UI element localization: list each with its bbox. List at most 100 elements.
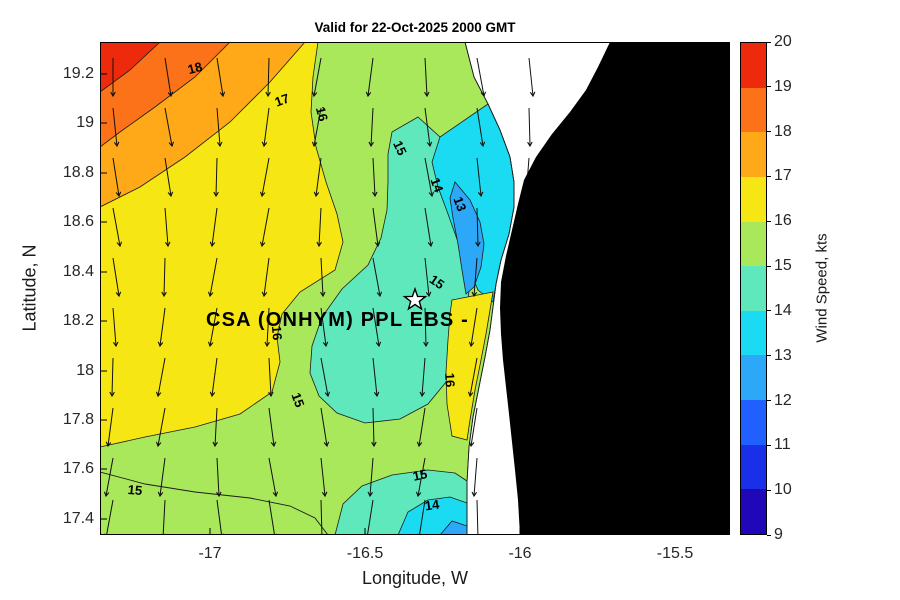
wind-arrow-icon [419,357,426,398]
wind-arrow-icon [320,307,329,348]
wind-arrow-icon [372,357,380,398]
wind-arrow-icon [476,107,486,148]
contour-label: 17 [273,90,292,109]
wind-arrow-icon [424,157,435,198]
contour-label: 14 [427,176,446,195]
colorbar-tick-label: 10 [774,481,792,499]
contour-label: 15 [288,391,307,410]
wind-arrow-icon [155,407,166,448]
wind-arrow-icon [416,499,426,535]
colorbar-tick-mark [767,400,771,402]
wind-arrow-icon [468,407,478,448]
land-mask [500,42,730,535]
y-tick-label: 18.4 [62,263,94,280]
wind-arrow-icon [157,457,166,498]
contour-region-12-13-kts-patch [449,181,485,295]
wind-arrow-icon [216,57,226,98]
y-tick-label: 17.4 [62,510,94,527]
y-tick-label: 18.8 [62,164,94,181]
colorbar-segment [741,176,766,222]
wind-arrow-icon [368,107,374,148]
wind-arrow-icon [365,57,374,98]
wind-arrow-icon [528,57,536,98]
wind-arrow-icon [164,107,175,148]
wind-arrow-icon [261,107,270,148]
wind-arrow-icon [112,107,120,148]
colorbar-tick-mark [767,444,771,446]
colorbar-tick-label: 14 [774,301,792,319]
wind-arrow-icon [216,107,223,148]
colorbar [740,42,767,535]
colorbar-tick-mark [767,489,771,491]
contour-label: 13 [450,195,469,214]
colorbar-tick-mark [767,310,771,312]
wind-arrow-icon [424,257,432,298]
colorbar-tick-mark [767,265,771,267]
wind-arrow-icon [415,457,426,498]
site-label: CSA (ONHYM) PPL EBS - [206,309,469,331]
colorbar-tick-mark [767,355,771,357]
wind-arrow-icon [313,157,322,198]
wind-arrow-icon [311,107,322,148]
colorbar-tick-label: 20 [774,33,792,50]
wind-arrow-icon [372,207,381,248]
axes-border [100,42,730,535]
wind-arrow-icon [320,407,330,448]
wind-arrow-icon [372,257,383,298]
wind-arrow-icon [527,107,533,148]
x-tick-label: -15.5 [656,545,694,562]
colorbar-segment [741,266,766,311]
wind-arrow-icon [416,407,426,448]
wind-arrow-icon [320,257,326,298]
colorbar-segment [741,43,766,88]
x-tick-label: -16.5 [346,545,384,562]
wind-arrow-icon [476,57,487,98]
wind-arrow-icon [372,307,382,348]
wind-arrow-icon [265,57,271,98]
wind-arrow-icon [367,457,374,498]
colorbar-segment [741,489,766,535]
wind-arrow-icon [475,499,481,535]
wind-arrow-icon [164,207,171,248]
wind-arrow-icon [424,107,433,148]
colorbar-tick-mark [767,220,771,222]
wind-arrow-icon [112,207,123,248]
wind-arrow-icon [471,457,478,498]
wind-arrow-icon [112,257,122,298]
wind-arrow-icon [105,407,114,448]
contour-region-16-17-kts-strip [445,291,494,441]
wind-arrow-icon [268,499,278,535]
wind-arrow-icon [424,207,434,248]
wind-arrow-icon [476,157,484,198]
colorbar-segment [741,355,766,401]
wind-arrow-icon [259,207,270,248]
wind-arrow-icon [468,307,478,348]
x-axis-label: Longitude, W [361,568,469,588]
colorbar-tick-label: 19 [774,77,792,95]
wind-arrow-icon [259,157,270,198]
colorbar-tick-mark [767,41,771,43]
wind-arrow-icon [164,157,174,198]
wind-arrow-icon [160,499,166,535]
contour-line-15-kts-southwest [100,471,329,535]
wind-arrow-icon [103,457,114,498]
wind-arrow-icon [371,407,377,448]
wind-arrow-icon [268,457,279,498]
wind-arrow-icon [261,257,270,298]
wind-arrow-icon [161,257,167,298]
contour-label: 18 [186,59,204,77]
contour-label: 15 [127,482,143,498]
colorbar-segment [741,132,766,177]
wind-arrow-field [103,57,538,535]
wind-arrow-icon [311,57,322,98]
colorbar-tick-label: 11 [774,436,791,454]
colorbar-tick-label: 15 [774,257,792,275]
colorbar-tick-mark [767,175,771,177]
colorbar-tick-label: 12 [774,391,792,409]
wind-arrow-icon [372,157,378,198]
plot-title: Valid for 22-Oct-2025 2000 GMT [314,20,516,35]
x-tick-label: -16 [508,545,532,562]
contour-region-19-20-kts [100,42,161,93]
colorbar-tick-label: 16 [774,212,792,230]
